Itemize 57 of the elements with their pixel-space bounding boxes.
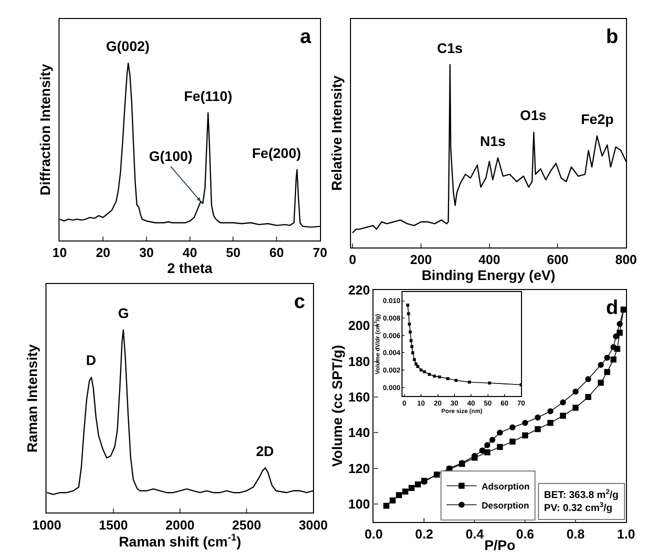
x-tick-label: 70 — [312, 245, 328, 260]
annotation: Fe(110) — [184, 88, 232, 104]
x-tick-label: 400 — [478, 252, 500, 268]
y-tick-label: 120 — [348, 460, 370, 476]
text: b — [606, 26, 618, 48]
y-tick-label: 220 — [348, 282, 370, 298]
text: c — [294, 291, 306, 313]
y-tick-label: 160 — [348, 390, 370, 405]
annotation: D — [86, 352, 96, 368]
annotation: G(002) — [106, 38, 150, 54]
y-tick-label: 180 — [348, 354, 370, 369]
x-tick-label: 800 — [615, 252, 637, 268]
y-tick-label: 100 — [348, 496, 370, 512]
y-tick-label: 200 — [348, 318, 370, 334]
annotation: d — [606, 297, 618, 319]
x-tick-label: 40 — [182, 245, 198, 260]
x-axis-title: P/Po — [484, 537, 516, 553]
x-axis-title: Binding Energy (eV) — [422, 267, 556, 284]
annotation: Fe2p — [581, 111, 614, 127]
y-axis-title: Raman Intensity — [24, 344, 40, 452]
annotation: C1s — [437, 40, 463, 56]
x-tick-label: 1.0 — [617, 526, 636, 542]
x-tick-label: 0.8 — [566, 526, 585, 542]
x-axis-title: 2 theta — [167, 260, 213, 276]
annotation: N1s — [480, 133, 506, 149]
y-axis-title: Relative Intensity — [328, 75, 344, 191]
annotation: PV: 0.32 cm$^{3}$/g — [544, 502, 612, 514]
annotation: G — [118, 305, 129, 321]
x-tick-label: 0 — [348, 252, 356, 268]
annotation: O1s — [520, 107, 547, 123]
x-tick-label: 3000 — [298, 517, 328, 532]
x-tick-label: 50 — [226, 245, 240, 260]
x-tick-label: 0.4 — [466, 526, 484, 542]
y-tick-label: 140 — [348, 425, 370, 440]
legend-label: Adsorption — [482, 481, 530, 492]
x-tick-label: 200 — [410, 252, 432, 268]
x-tick-label: 30 — [139, 245, 154, 260]
x-tick-label: 600 — [546, 252, 569, 268]
x-tick-label: 0.0 — [364, 526, 383, 542]
text: a — [300, 26, 312, 48]
x-tick-label: 1000 — [32, 517, 62, 532]
x-tick-label: 0.2 — [415, 526, 434, 542]
x-tick-label: 2500 — [232, 517, 262, 532]
x-tick-label: 1500 — [98, 517, 128, 532]
x-tick-label: 60 — [269, 245, 284, 260]
annotation: 2D — [256, 443, 274, 459]
x-tick-label: 2000 — [166, 517, 194, 532]
annotation: BET: 363.8 m$^{2}$/g — [544, 489, 618, 502]
legend-label: Desorption — [482, 500, 530, 510]
annotation: Fe(200) — [252, 145, 302, 161]
y-axis-title: Volume (cc SPT/g) — [328, 344, 345, 467]
x-tick-label: 20 — [96, 245, 110, 260]
x-tick-label: 0.6 — [516, 526, 534, 542]
y-axis-title: Diffraction Intensity — [37, 64, 54, 196]
x-tick-label: 10 — [52, 245, 67, 260]
x-axis-title: Raman shift (cm$^{-1}$) — [118, 532, 242, 550]
annotation: G(100) — [149, 148, 193, 164]
